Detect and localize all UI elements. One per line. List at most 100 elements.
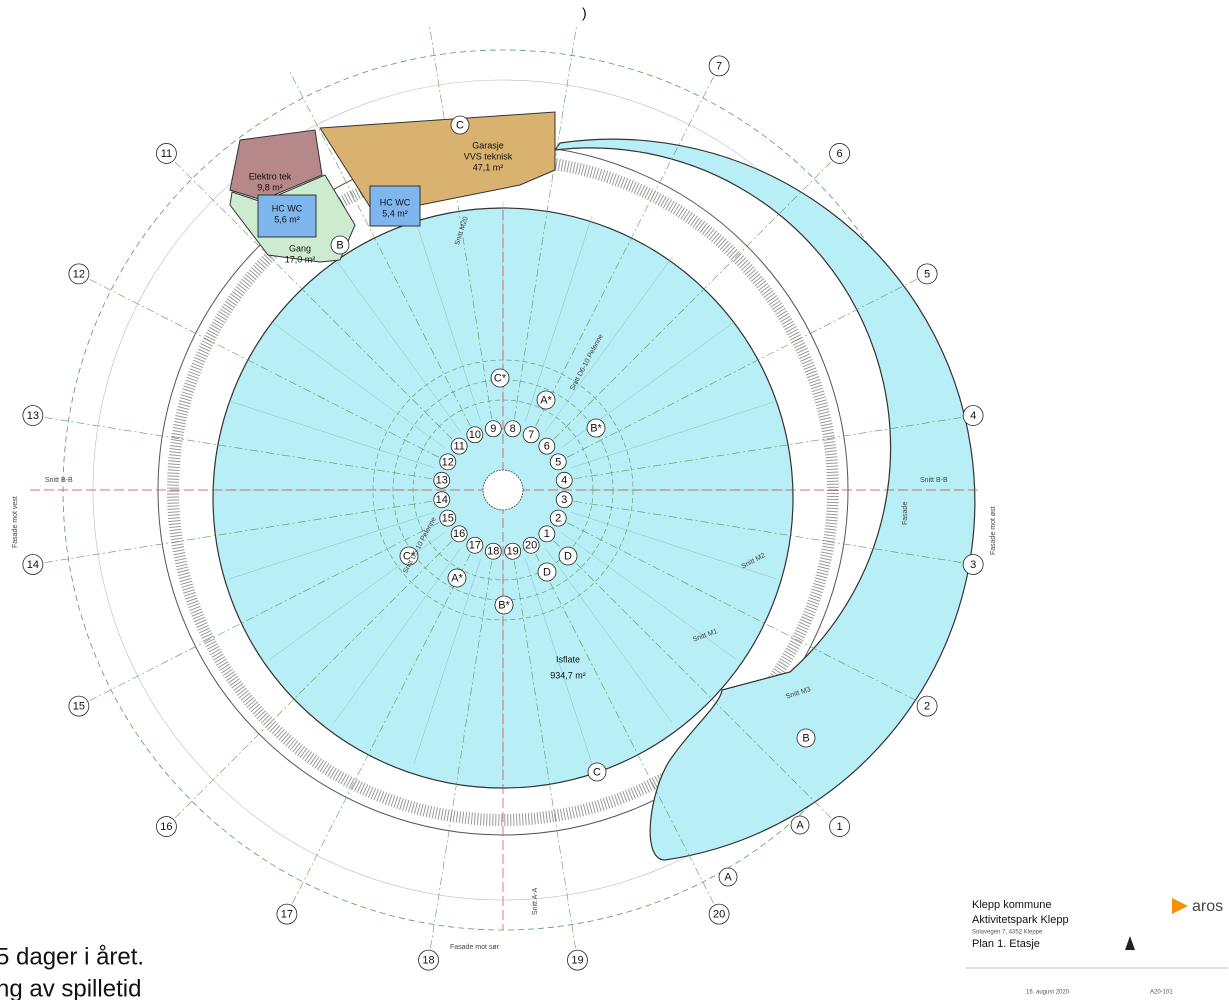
radial-line <box>525 558 593 764</box>
axis-bubble <box>156 816 177 837</box>
axis-bubble <box>829 143 850 164</box>
axis-bubble <box>538 437 556 455</box>
facade-label: Fasade mot vest <box>12 496 19 548</box>
room-name: HC WC <box>272 203 303 213</box>
axis-bubble <box>962 405 984 426</box>
section-label: Snitt A-A <box>532 887 539 915</box>
date: 16. august 2020 <box>1026 990 1070 996</box>
axis-bubble <box>418 949 439 971</box>
axis-bubble <box>586 418 606 438</box>
axis-label: A* <box>540 394 552 406</box>
axis-label: A* <box>451 572 463 584</box>
axis-bubble <box>433 471 451 489</box>
axis-label: 16 <box>453 528 465 540</box>
axis-bubble <box>587 762 607 782</box>
radial-line <box>413 558 481 764</box>
axis-label: 19 <box>571 955 583 967</box>
axis-bubble <box>549 509 567 527</box>
facade-label: Fasade mot sør <box>450 944 500 951</box>
axis-bubble <box>433 491 451 509</box>
axis-bubble <box>466 536 484 554</box>
axis-bubble <box>504 542 522 560</box>
axis-label: 9 <box>490 423 496 435</box>
top-mark: ) <box>582 5 587 21</box>
facade-label: Fasade <box>902 502 909 525</box>
axis-bubble <box>718 867 738 887</box>
drawing-number: A20-101 <box>1150 990 1173 996</box>
axis-bubble <box>555 491 573 509</box>
axis-bubble <box>537 562 557 582</box>
axis-label: A <box>724 871 732 883</box>
center-column <box>482 469 524 511</box>
room-wc <box>257 194 317 238</box>
room-name: VVS teknisk <box>464 151 513 161</box>
axis-bubble <box>708 903 730 925</box>
axis-bubble <box>962 554 984 575</box>
grid-axis <box>429 561 493 955</box>
axis-bubble <box>549 453 567 471</box>
facade-label: Fasade mot øst <box>990 506 997 555</box>
grid-axis <box>574 416 968 480</box>
radial-line <box>229 400 435 468</box>
axis-label: D <box>564 550 572 562</box>
grid-axis <box>567 276 922 458</box>
axis-label: 5 <box>924 268 930 280</box>
axis-label: 14 <box>436 494 448 506</box>
axis-bubble <box>484 542 502 560</box>
axis-label: 15 <box>73 701 85 713</box>
room-name: Gang <box>289 243 311 253</box>
axis-label: D <box>543 566 551 578</box>
axis-bubble <box>156 143 177 164</box>
title-block <box>960 882 1228 999</box>
axis-label: 18 <box>487 546 499 558</box>
axis-label: 8 <box>510 423 516 435</box>
grid-axis <box>84 522 439 704</box>
axis-label: B <box>802 732 809 744</box>
axis-label: 12 <box>442 456 454 468</box>
axis-bubble <box>276 903 298 925</box>
axis-bubble <box>522 536 540 554</box>
logo-icon <box>1172 898 1188 914</box>
axis-bubble <box>22 405 44 426</box>
axis-bubble <box>494 595 514 615</box>
room-area: 5,6 m² <box>274 214 300 224</box>
axis-bubble <box>68 695 90 717</box>
axis-bubble <box>447 568 467 588</box>
axis-label: 1 <box>837 821 843 833</box>
axis-label: C <box>593 766 601 778</box>
grid-axis <box>513 561 577 955</box>
room-elektro <box>229 129 323 201</box>
axis-bubble <box>439 509 457 527</box>
grid-axis <box>289 71 471 426</box>
grid-axis <box>535 71 717 426</box>
room-name: Elektro tek <box>249 171 292 181</box>
grid-axis <box>429 25 493 419</box>
axis-label: 5 <box>555 456 561 468</box>
radial-line <box>561 532 737 660</box>
caption-line: ng av spilletid <box>0 975 141 1000</box>
axis-label: 17 <box>281 909 293 921</box>
axis-label: 7 <box>528 429 534 441</box>
axis-label: 1 <box>544 528 550 540</box>
grid-axis <box>553 157 836 440</box>
radial-line <box>525 216 593 422</box>
grid-axis <box>289 554 471 909</box>
radial-line <box>333 256 461 432</box>
axis-label: 16 <box>160 821 172 833</box>
axis-bubble <box>22 554 44 575</box>
axis-bubble <box>522 426 540 444</box>
axis-bubble <box>829 816 850 837</box>
section-label: Snitt B-B <box>45 477 73 484</box>
axis-bubble <box>399 546 419 566</box>
axis-label: 6 <box>837 148 843 160</box>
radial-line <box>333 548 461 724</box>
axis-bubble <box>450 525 468 543</box>
axis-bubble <box>490 368 510 388</box>
axis-bubble <box>708 55 730 77</box>
inner-ring <box>372 359 634 621</box>
axis-bubble <box>796 728 816 748</box>
room-area: 934,7 m² <box>550 670 586 680</box>
client: Klepp kommune <box>972 899 1052 911</box>
axis-label: 19 <box>507 546 519 558</box>
